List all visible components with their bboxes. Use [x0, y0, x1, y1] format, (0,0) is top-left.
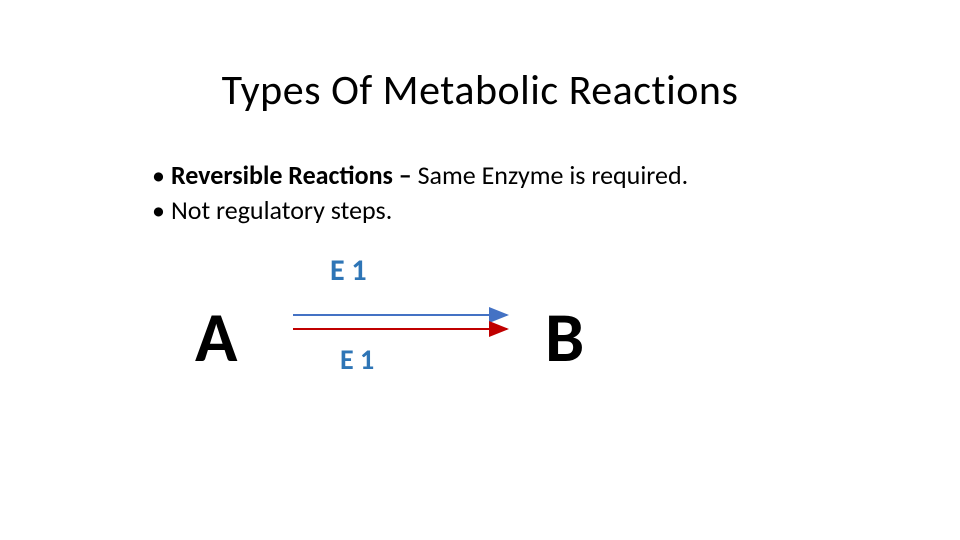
arrows-svg [285, 302, 515, 342]
reaction-arrows [285, 302, 515, 342]
bullet-list: •Reversible Reactions – Same Enzyme is r… [152, 158, 688, 228]
bullet-item: •Reversible Reactions – Same Enzyme is r… [152, 158, 688, 193]
enzyme-label-bottom: E 1 [340, 342, 374, 377]
bullet-marker: • [152, 193, 165, 228]
enzyme-label-top: E 1 [330, 252, 367, 289]
bullet-marker: • [152, 158, 165, 193]
bullet-text: Not regulatory steps. [171, 194, 392, 226]
reaction-diagram: A B E 1 E 1 [190, 280, 650, 400]
bullet-item: •Not regulatory steps. [152, 193, 688, 228]
bullet-bold: Reversible Reactions – [171, 159, 418, 191]
product-node: B [545, 302, 584, 372]
reactant-node: A [195, 302, 237, 372]
bullet-text: Same Enzyme is required. [418, 159, 689, 191]
slide-title: Types Of Metabolic Reactions [0, 65, 960, 116]
